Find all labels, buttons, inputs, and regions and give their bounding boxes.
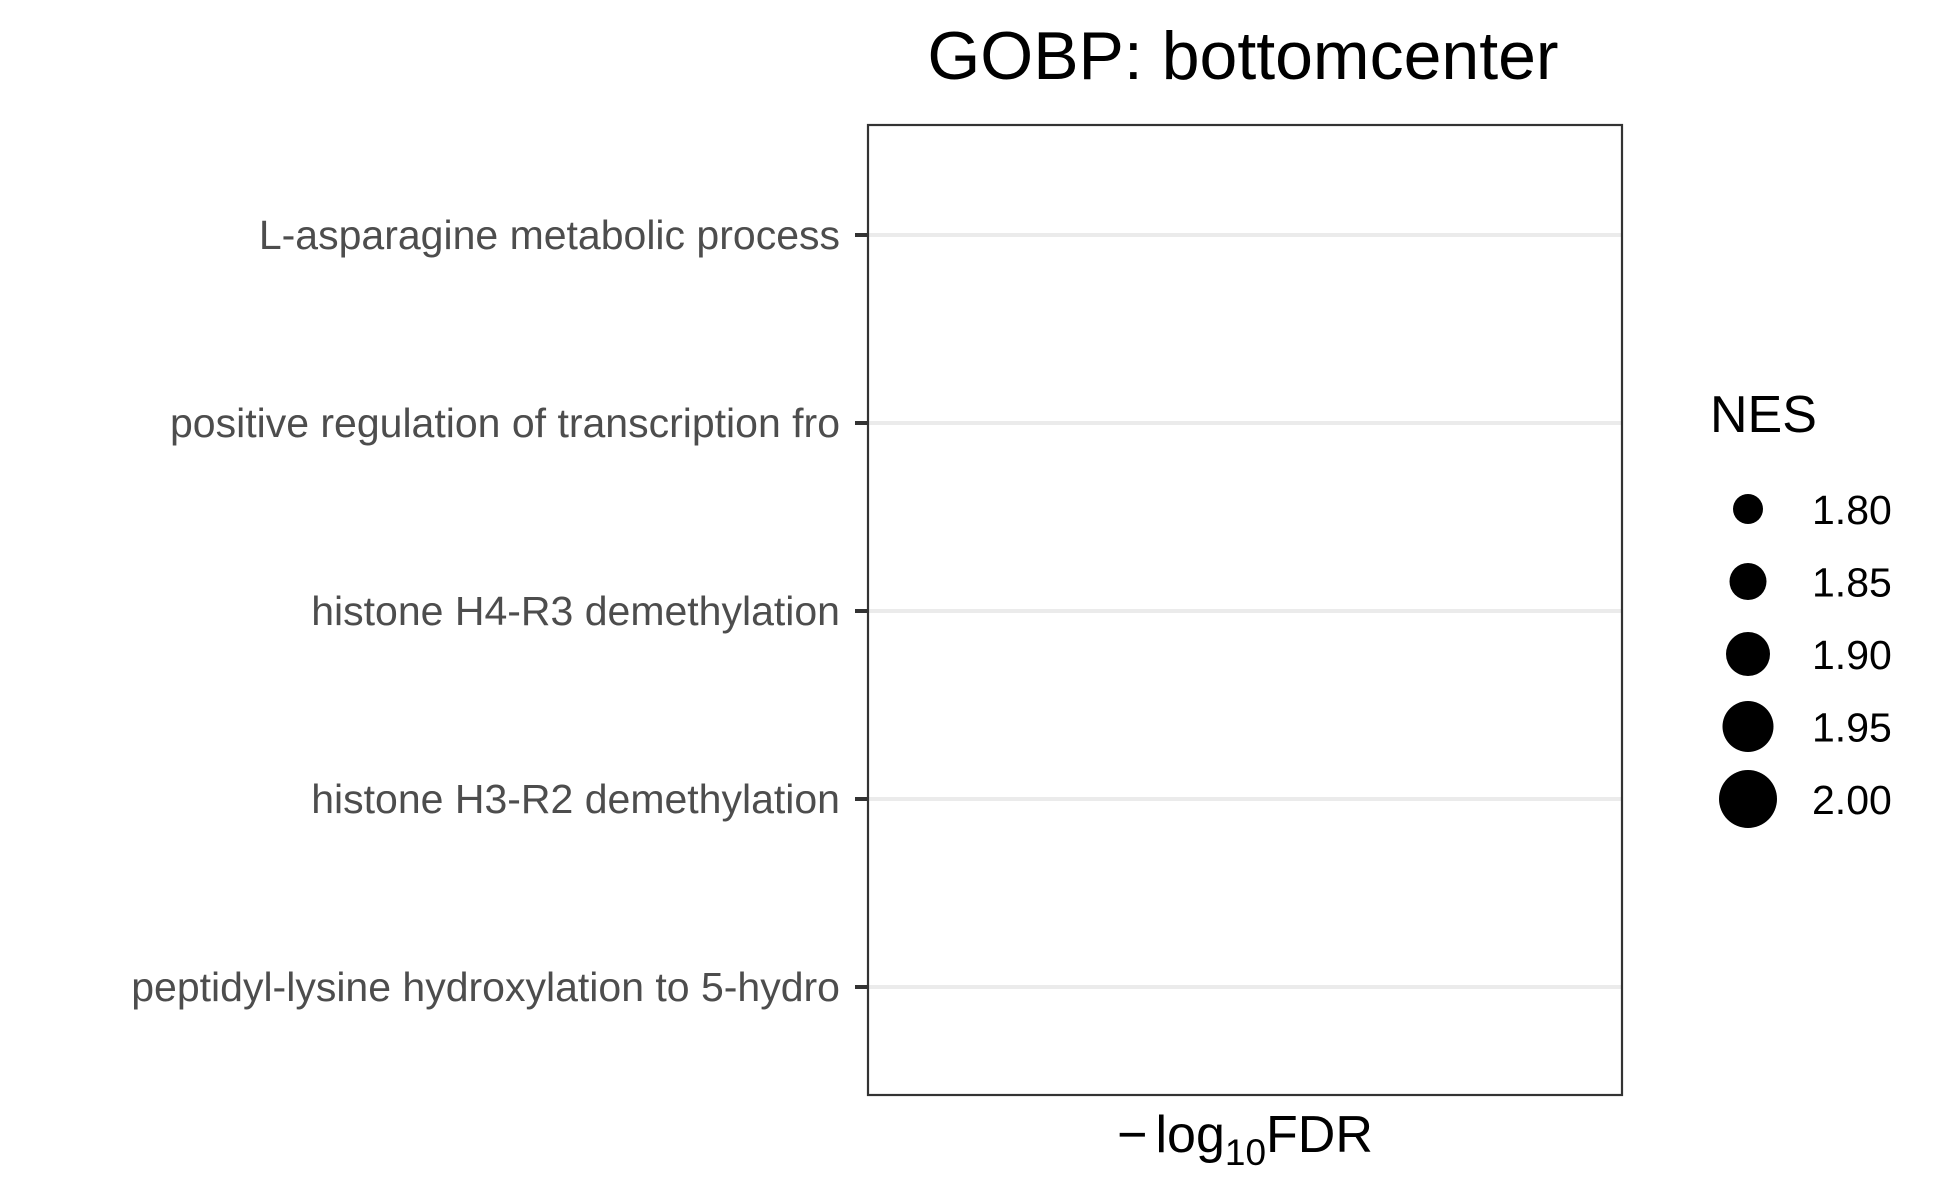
x-axis-label-log: log bbox=[1155, 1106, 1224, 1164]
legend-label: 2.00 bbox=[1812, 777, 1892, 823]
plot-panel bbox=[866, 123, 1624, 1097]
legend-label: 1.80 bbox=[1812, 487, 1892, 533]
legend-label: 1.95 bbox=[1812, 705, 1892, 751]
y-tick-label: positive regulation of transcription fro bbox=[170, 400, 840, 446]
x-axis-label-minus: − bbox=[1117, 1106, 1147, 1164]
legend-title: NES bbox=[1710, 386, 1817, 444]
gridlines bbox=[869, 233, 1621, 989]
legend: 1.80 1.85 1.90 1.95 2.00 bbox=[1719, 487, 1892, 828]
y-tick-label: histone H4-R3 demethylation bbox=[311, 588, 840, 634]
x-axis-label-sub: 10 bbox=[1225, 1132, 1266, 1173]
legend-label: 1.85 bbox=[1812, 560, 1892, 606]
legend-key bbox=[1733, 494, 1763, 524]
legend-label: 1.90 bbox=[1812, 632, 1892, 678]
legend-key bbox=[1719, 770, 1777, 828]
y-axis-ticks bbox=[855, 233, 868, 989]
chart-title: GOBP: bottomcenter bbox=[927, 18, 1558, 94]
x-axis-label-var: FDR bbox=[1266, 1106, 1373, 1164]
y-tick-label: histone H3-R2 demethylation bbox=[311, 776, 840, 822]
y-axis-labels: L-asparagine metabolic process positive r… bbox=[131, 212, 840, 1010]
y-tick-label: peptidyl-lysine hydroxylation to 5-hydro bbox=[131, 964, 840, 1010]
legend-key bbox=[1729, 563, 1767, 600]
legend-key bbox=[1722, 701, 1774, 752]
legend-key bbox=[1726, 632, 1770, 676]
y-tick-label: L-asparagine metabolic process bbox=[259, 212, 840, 258]
x-axis-label: − log10FDR bbox=[1117, 1106, 1373, 1173]
